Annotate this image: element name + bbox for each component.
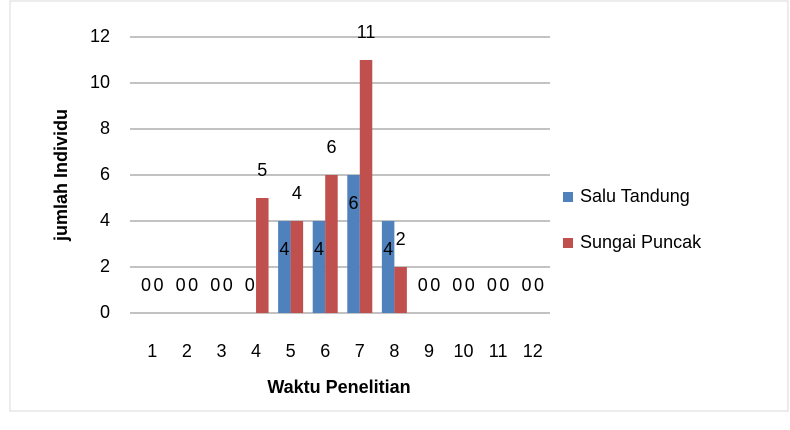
y-tick-label: 2 — [100, 256, 110, 276]
bar — [278, 221, 291, 313]
bar — [312, 221, 326, 313]
data-label: 5 — [257, 160, 267, 180]
y-tick-label: 10 — [90, 72, 110, 92]
data-label: 0 — [452, 275, 462, 295]
y-tick-label: 4 — [100, 210, 110, 230]
data-label: 0 — [430, 275, 440, 295]
legend-swatch — [563, 238, 573, 248]
data-label: 0 — [465, 275, 475, 295]
data-label: 2 — [396, 229, 406, 249]
data-label: 0 — [487, 275, 497, 295]
data-label: 0 — [141, 275, 151, 295]
data-label: 0 — [188, 275, 198, 295]
data-label: 4 — [279, 239, 289, 259]
bar — [347, 175, 360, 313]
data-label: 0 — [245, 275, 255, 295]
x-tick-label: 9 — [424, 341, 434, 361]
x-tick-label: 5 — [286, 341, 296, 361]
data-label: 6 — [349, 193, 359, 213]
x-tick-label: 2 — [182, 341, 192, 361]
data-label: 0 — [499, 275, 509, 295]
data-label: 0 — [521, 275, 531, 295]
legend-label: Sungai Puncak — [580, 232, 702, 252]
bar — [256, 198, 269, 313]
legend-swatch — [563, 192, 573, 202]
data-label: 4 — [383, 239, 393, 259]
data-label: 4 — [292, 183, 302, 203]
x-axis-title: Waktu Penelitian — [267, 377, 410, 397]
bar — [325, 175, 338, 313]
x-tick-label: 3 — [216, 341, 226, 361]
legend-label: Salu Tandung — [580, 186, 690, 206]
x-tick-label: 10 — [454, 341, 474, 361]
x-tick-label: 8 — [389, 341, 399, 361]
data-label: 6 — [326, 137, 336, 157]
data-label: 4 — [314, 239, 324, 259]
y-tick-label: 8 — [100, 118, 110, 138]
x-tick-label: 11 — [489, 341, 508, 361]
x-tick-label: 1 — [147, 341, 157, 361]
x-tick-label: 6 — [320, 341, 330, 361]
data-label: 0 — [210, 275, 220, 295]
y-tick-label: 0 — [100, 302, 110, 322]
data-label: 0 — [534, 275, 544, 295]
data-label: 0 — [176, 275, 186, 295]
data-label: 0 — [154, 275, 164, 295]
y-tick-label: 12 — [90, 26, 110, 46]
x-tick-label: 12 — [523, 341, 543, 361]
bar — [394, 267, 407, 313]
y-axis-title: jumlah Individu — [51, 109, 71, 242]
data-label: 11 — [357, 22, 376, 42]
chart-border — [9, 0, 789, 412]
bar — [359, 60, 373, 313]
data-label: 0 — [418, 275, 428, 295]
x-tick-label: 4 — [251, 341, 261, 361]
bar — [381, 221, 395, 313]
x-tick-label: 7 — [355, 341, 365, 361]
data-label: 0 — [223, 275, 233, 295]
bar — [290, 221, 304, 313]
y-tick-label: 6 — [100, 164, 110, 184]
